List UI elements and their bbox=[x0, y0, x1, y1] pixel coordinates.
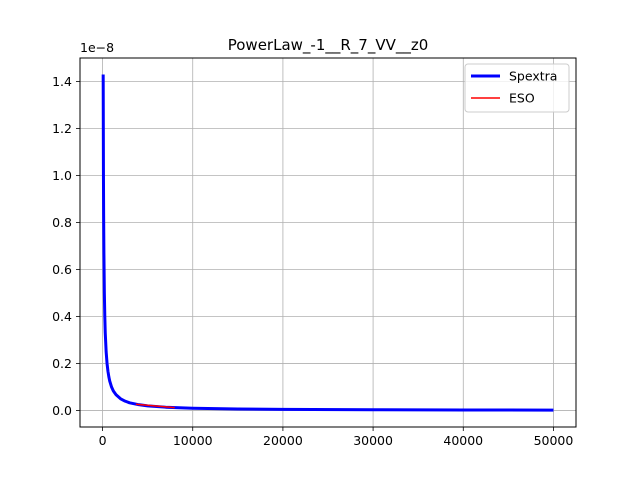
grid bbox=[80, 58, 576, 427]
y-tick-label: 0.4 bbox=[52, 309, 72, 324]
legend: Spextra ESO bbox=[464, 63, 570, 113]
series-layer bbox=[101, 74, 554, 412]
x-tick-label: 40000 bbox=[443, 433, 483, 448]
y-tick-label: 0.2 bbox=[52, 356, 72, 371]
x-tick-label: 30000 bbox=[353, 433, 393, 448]
x-tick-label: 50000 bbox=[534, 433, 574, 448]
y-tick-label: 0.6 bbox=[52, 262, 72, 277]
y-axis: 0.0 0.2 0.4 0.6 0.8 1.0 1.2 1.4 bbox=[52, 74, 80, 418]
y-tick-label: 0.8 bbox=[52, 215, 72, 230]
y-tick-label: 1.0 bbox=[52, 168, 72, 183]
x-tick-label: 0 bbox=[99, 433, 107, 448]
y-tick-label: 1.2 bbox=[52, 121, 72, 136]
series-line-spextra bbox=[101, 74, 554, 412]
y-offset-label: 1e−8 bbox=[80, 40, 114, 55]
chart-title: PowerLaw_-1__R_7_VV__z0 bbox=[228, 36, 429, 55]
x-tick-label: 10000 bbox=[173, 433, 213, 448]
plot-frame bbox=[79, 57, 577, 428]
y-tick-label: 0.0 bbox=[52, 403, 72, 418]
x-axis: 0 10000 20000 30000 40000 50000 bbox=[99, 427, 574, 448]
legend-label-eso: ESO bbox=[509, 91, 535, 106]
series-line-eso bbox=[135, 403, 175, 409]
x-tick-label: 20000 bbox=[263, 433, 303, 448]
legend-label-spextra: Spextra bbox=[509, 69, 557, 84]
y-tick-label: 1.4 bbox=[52, 74, 72, 89]
